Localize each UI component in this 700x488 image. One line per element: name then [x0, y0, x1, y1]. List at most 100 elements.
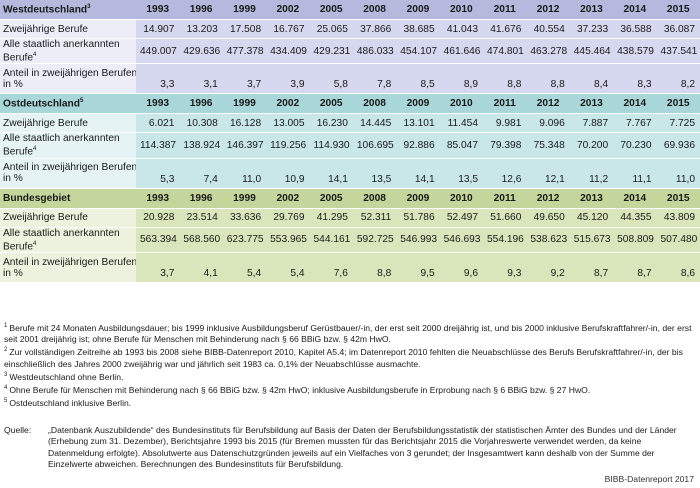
table-cell: 8,7: [569, 252, 614, 284]
table-cell: 429.636: [179, 38, 223, 65]
year-header: 2013: [569, 188, 614, 209]
table-cell: 36.588: [613, 19, 657, 39]
table-cell: 544.161: [309, 227, 353, 254]
table-cell: 554.196: [483, 227, 527, 254]
table-cell: 7,8: [352, 63, 397, 95]
year-header: 2010: [439, 0, 484, 20]
table-cell: 429.231: [309, 38, 353, 65]
data-table: Westdeutschland3 1993 1996 1999 2002 2005 2008…: [0, 0, 700, 284]
table-cell: 8,5: [396, 63, 440, 95]
year-header: 1993: [136, 188, 180, 209]
table-cell: 5,4: [266, 252, 310, 284]
table-cell: 486.033: [352, 38, 397, 65]
year-header: 2013: [569, 0, 614, 20]
table-cell: 37.866: [352, 19, 397, 39]
row-label: Alle staatlich anerkannten Berufe4: [0, 227, 137, 254]
table-cell: 461.646: [439, 38, 484, 65]
year-header: 2010: [439, 188, 484, 209]
year-header: 2014: [613, 188, 657, 209]
table-row: Alle staatlich anerkannten Berufe4 114.387…: [0, 132, 700, 159]
table-cell: 44.355: [613, 208, 657, 228]
table-cell: 5,8: [309, 63, 353, 95]
table-cell: 12,6: [483, 158, 527, 189]
year-header: 2002: [266, 188, 310, 209]
table-cell: 9,2: [526, 252, 570, 284]
table-cell: 52.497: [439, 208, 484, 228]
table-cell: 52.311: [352, 208, 397, 228]
table-cell: 568.560: [179, 227, 223, 254]
year-header: 2012: [526, 188, 570, 209]
table-cell: 623.775: [222, 227, 267, 254]
table-cell: 563.394: [136, 227, 180, 254]
row-label: Zweijährige Berufe: [0, 208, 137, 228]
table-cell: 438.579: [613, 38, 657, 65]
year-header: 2014: [613, 93, 657, 115]
table-row: Alle staatlich anerkannten Berufe4 563.394…: [0, 227, 700, 254]
table-cell: 92.886: [396, 132, 440, 159]
year-header: 2011: [483, 0, 527, 20]
year-header: 2011: [483, 188, 527, 209]
table-cell: 8,8: [526, 63, 570, 95]
table-cell: 16.767: [266, 19, 310, 39]
table-cell: 7.887: [569, 113, 614, 134]
year-header: 2009: [396, 188, 440, 209]
table-cell: 16.128: [222, 113, 267, 134]
row-label: Alle staatlich anerkannten Berufe4: [0, 132, 137, 159]
table-cell: 592.725: [352, 227, 397, 254]
table-cell: 463.278: [526, 38, 570, 65]
row-label: Anteil in zweijährigen Berufen, in %: [0, 63, 137, 95]
year-header: 2012: [526, 93, 570, 115]
source-text: „Datenbank Auszubildende“ des Bundesinst…: [48, 425, 677, 469]
year-header: 2005: [309, 188, 353, 209]
table-cell: 146.397: [222, 132, 267, 159]
table-cell: 477.378: [222, 38, 267, 65]
table-cell: 11,2: [569, 158, 614, 189]
table-cell: 51.660: [483, 208, 527, 228]
year-header: 2009: [396, 0, 440, 20]
row-label: Zweijährige Berufe: [0, 113, 137, 134]
table-cell: 14.907: [136, 19, 180, 39]
year-header: 1999: [222, 188, 267, 209]
table-cell: 43.809: [656, 208, 700, 228]
footnote: 4 Ohne Berufe für Menschen mit Behinderun…: [4, 384, 591, 395]
table-cell: 9,5: [396, 252, 440, 284]
table-cell: 507.480: [656, 227, 700, 254]
table-cell: 8,8: [483, 63, 527, 95]
table-row: Anteil in zweijährigen Berufen, in % 3,3 3,…: [0, 63, 700, 95]
section-header-row: Bundesgebiet 1993 1996 1999 2002 2005 2008 2009…: [0, 188, 700, 209]
table-cell: 4,1: [179, 252, 223, 284]
table-cell: 3,7: [136, 252, 180, 284]
table-cell: 8,7: [613, 252, 657, 284]
table-cell: 45.120: [569, 208, 614, 228]
year-header: 1999: [222, 93, 267, 115]
year-header: 2005: [309, 0, 353, 20]
table-cell: 12,1: [526, 158, 570, 189]
table-cell: 13.101: [396, 113, 440, 134]
table-cell: 75.348: [526, 132, 570, 159]
year-header: 2011: [483, 93, 527, 115]
table-cell: 3,3: [136, 63, 180, 95]
table-cell: 445.464: [569, 38, 614, 65]
year-header: 1999: [222, 0, 267, 20]
table-cell: 14.445: [352, 113, 397, 134]
year-header: 2012: [526, 0, 570, 20]
credit: BIBB-Datenreport 2017: [604, 474, 694, 484]
table-row: Zweijährige Berufe 6.021 10.308 16.128 13.00…: [0, 113, 700, 134]
footnote: 5 Ostdeutschland inklusive Berlin.: [4, 398, 132, 409]
section-title: Bundesgebiet: [0, 188, 137, 209]
table-cell: 10.308: [179, 113, 223, 134]
table-cell: 11.454: [439, 113, 484, 134]
table-cell: 69.936: [656, 132, 700, 159]
table-row: Anteil in zweijährigen Berufen, in % 5,3 7,…: [0, 158, 700, 189]
year-header: 1996: [179, 0, 223, 20]
table-cell: 106.695: [352, 132, 397, 159]
table-cell: 70.200: [569, 132, 614, 159]
row-label: Zweijährige Berufe: [0, 19, 137, 39]
table-cell: 11,0: [656, 158, 700, 189]
table-cell: 546.993: [396, 227, 440, 254]
table-cell: 25.065: [309, 19, 353, 39]
table-cell: 41.295: [309, 208, 353, 228]
footnote: 3 Westdeutschland ohne Berlin.: [4, 371, 124, 382]
table-cell: 8,6: [656, 252, 700, 284]
